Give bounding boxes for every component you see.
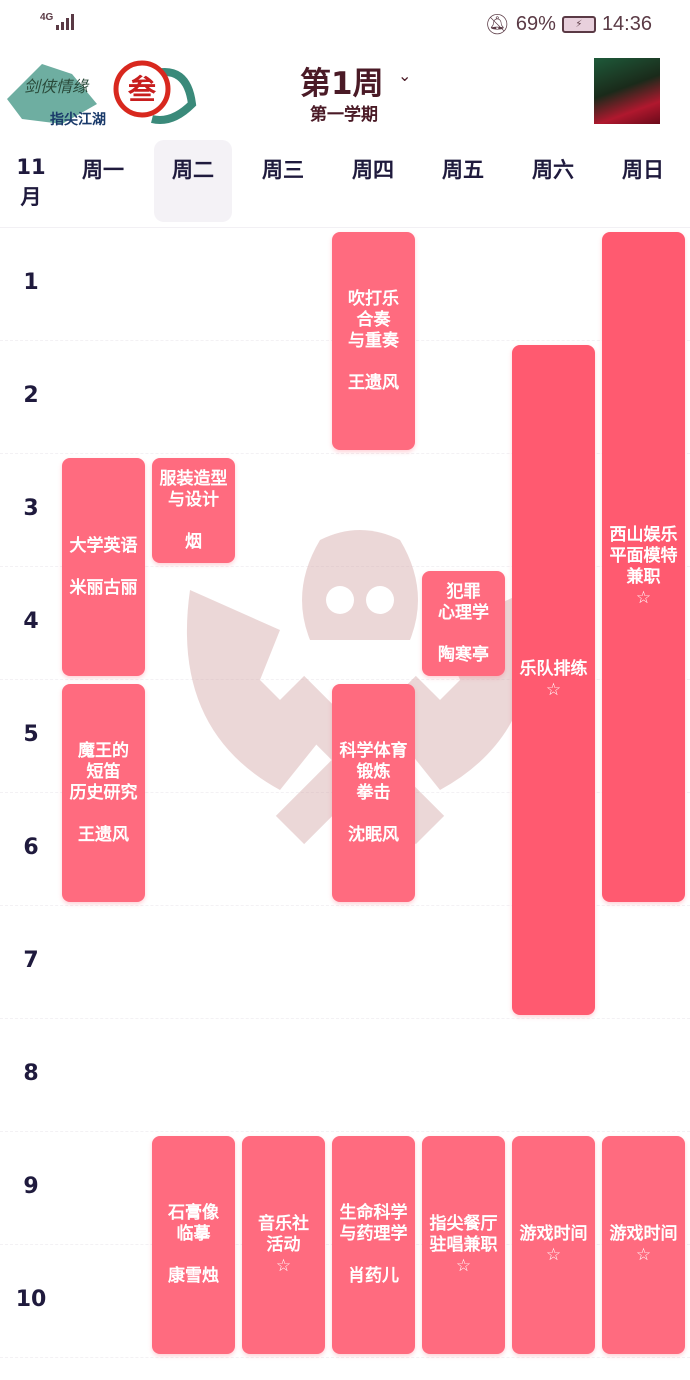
period-row: 6 (0, 793, 690, 906)
period-row: 4 (0, 567, 690, 680)
period-number: 8 (23, 1061, 39, 1086)
course-card[interactable]: 指尖餐厅 驻唱兼职 ☆ (422, 1136, 505, 1354)
day-header-7[interactable]: 周日 (622, 158, 664, 182)
chevron-down-icon[interactable]: ⌄ (398, 66, 412, 85)
day-header-6[interactable]: 周六 (532, 158, 574, 182)
period-row: 7 (0, 906, 690, 1019)
course-card[interactable]: 乐队排练 ☆ (512, 345, 595, 1015)
battery-icon: ⚡︎ (561, 16, 596, 33)
signal-icon (56, 14, 74, 30)
course-card[interactable]: 魔王的 短笛 历史研究 王遗风 (62, 684, 145, 902)
month-label: 11 月 (16, 152, 46, 212)
status-bar: 4G 🔕︎ 69% ⚡︎ 14:36 (0, 0, 690, 48)
day-header-2[interactable]: 周二 (154, 140, 232, 222)
period-row: 2 (0, 341, 690, 454)
clock: 14:36 (601, 13, 652, 35)
course-card[interactable]: 吹打乐 合奏 与重奏 王遗风 (332, 232, 415, 450)
course-card[interactable]: 游戏时间 ☆ (602, 1136, 685, 1354)
svg-text:剑侠情缘: 剑侠情缘 (24, 77, 90, 96)
month-suffix: 月 (20, 185, 42, 209)
game-logo: 叁 剑侠情缘 指尖江湖 (7, 60, 197, 128)
weekday-header: 11 月 周一 周二 周三 周四 周五 周六 周日 (0, 136, 690, 228)
day-header-3[interactable]: 周三 (262, 158, 304, 182)
period-number: 1 (23, 270, 39, 295)
period-row: 8 (0, 1019, 690, 1132)
course-card[interactable]: 大学英语 米丽古丽 (62, 458, 145, 676)
course-card[interactable]: 犯罪 心理学 陶寒亭 (422, 571, 505, 676)
course-card[interactable]: 生命科学 与药理学 肖药儿 (332, 1136, 415, 1354)
period-row: 3 (0, 454, 690, 567)
svg-text:叁: 叁 (127, 73, 157, 106)
course-card[interactable]: 服装造型 与设计 烟 (152, 458, 235, 563)
day-header-5[interactable]: 周五 (442, 158, 484, 182)
period-number: 5 (23, 722, 39, 747)
period-number: 10 (15, 1287, 47, 1312)
svg-text:指尖江湖: 指尖江湖 (50, 111, 106, 128)
period-number: 6 (23, 835, 39, 860)
mute-bell-icon: 🔕︎ (484, 14, 510, 36)
period-number: 3 (23, 496, 39, 521)
battery-percent: 69% (515, 13, 556, 35)
course-card[interactable]: 游戏时间 ☆ (512, 1136, 595, 1354)
day-header-4[interactable]: 周四 (352, 158, 394, 182)
period-number: 7 (23, 948, 39, 973)
network-type: 4G (40, 12, 54, 23)
period-number: 2 (23, 383, 39, 408)
period-number: 4 (23, 609, 39, 634)
course-card[interactable]: 西山娱乐 平面模特 兼职 ☆ (602, 232, 685, 902)
course-card[interactable]: 音乐社 活动 ☆ (242, 1136, 325, 1354)
semester-label: 第一学期 (310, 105, 378, 125)
month-number: 11 (16, 155, 46, 179)
header: 叁 剑侠情缘 指尖江湖 第1周 ⌄ 第一学期 (0, 48, 690, 136)
period-row: 10 (0, 1245, 690, 1358)
week-title[interactable]: 第1周 (300, 66, 384, 102)
period-number: 9 (23, 1174, 39, 1199)
day-header-1[interactable]: 周一 (82, 158, 124, 182)
course-card[interactable]: 石膏像 临摹 康雪烛 (152, 1136, 235, 1354)
course-card[interactable]: 科学体育 锻炼 拳击 沈眠风 (332, 684, 415, 902)
avatar[interactable] (594, 58, 660, 124)
